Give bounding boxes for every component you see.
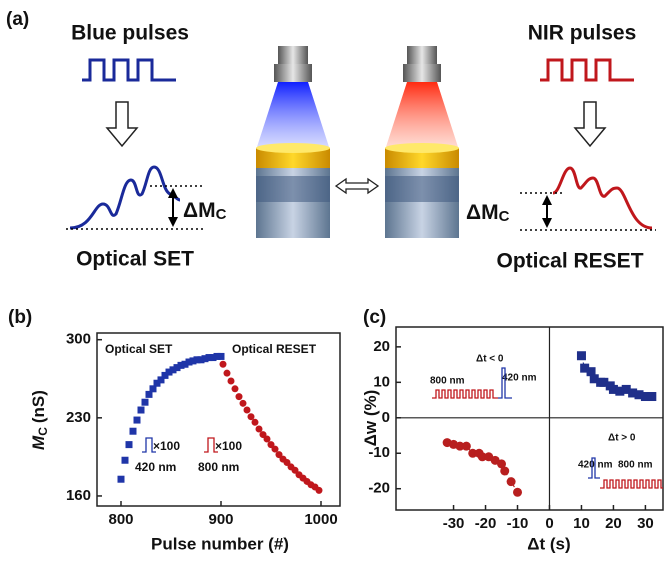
annotation: Δt > 0	[608, 433, 636, 444]
series-label: Optical RESET	[232, 342, 317, 356]
blue-pulse-train	[82, 60, 176, 80]
annotation: 800 nm	[618, 460, 653, 471]
annotation: 800 nm	[198, 460, 239, 474]
double-arrow	[336, 179, 378, 193]
point	[122, 457, 129, 464]
y-label-unit: (nS)	[29, 390, 48, 423]
x-tick-label: 20	[605, 515, 622, 532]
nir-pulse-train	[540, 60, 634, 80]
annotation: 420 nm	[135, 460, 176, 474]
pulse-icon	[600, 480, 663, 488]
point	[220, 361, 227, 368]
point	[647, 392, 656, 401]
point	[240, 400, 247, 407]
delta-text: ΔM	[183, 199, 216, 222]
point	[500, 466, 509, 475]
left-caption: Optical SET	[76, 248, 194, 271]
point	[138, 407, 145, 414]
y-tick-label: 160	[66, 487, 91, 504]
point	[236, 393, 243, 400]
y-tick-label: 20	[373, 338, 390, 355]
down-arrow	[575, 102, 605, 146]
y-label-main: Δw (%)	[361, 390, 380, 447]
panel-label: (c)	[363, 307, 386, 328]
y-tick-label: 300	[66, 331, 91, 348]
red-response	[553, 168, 652, 228]
x-axis-label: Pulse number (#)	[151, 534, 289, 553]
delta-label: ΔMC	[183, 199, 227, 223]
point	[462, 442, 471, 451]
right-caption: Optical RESET	[496, 250, 643, 273]
point	[218, 353, 225, 360]
annotation: 420 nm	[502, 373, 537, 384]
point	[513, 488, 522, 497]
plot-frame	[396, 327, 663, 510]
point	[232, 385, 239, 392]
point	[130, 428, 137, 435]
point	[224, 370, 231, 377]
point	[126, 441, 133, 448]
annotation: ×100	[153, 439, 180, 453]
point	[228, 377, 235, 384]
delta-sub: C	[499, 208, 510, 225]
down-arrow	[107, 102, 137, 146]
device-red	[385, 46, 459, 238]
series-label: Optical SET	[105, 342, 173, 356]
device-blue	[256, 46, 330, 238]
y-tick-label: -20	[368, 480, 390, 497]
y-axis-label: MC (nS)	[29, 390, 50, 450]
x-tick-label: 900	[208, 511, 233, 528]
point	[577, 351, 586, 360]
right-title: NIR pulses	[528, 22, 637, 45]
pulse-icon	[432, 390, 498, 398]
point	[118, 476, 125, 483]
point	[316, 487, 323, 494]
point	[134, 417, 141, 424]
point	[252, 419, 259, 426]
delta-sub: C	[216, 206, 227, 223]
annotation: 800 nm	[430, 376, 465, 387]
y-label-main: M	[29, 435, 48, 450]
x-axis-label: Δt (s)	[527, 534, 570, 553]
x-tick-label: 0	[545, 515, 553, 532]
delta-label: ΔMC	[466, 201, 510, 225]
x-tick-label: 800	[108, 511, 133, 528]
annotation: Δt < 0	[476, 354, 504, 365]
y-tick-label: 10	[373, 373, 390, 390]
blue-response	[70, 167, 180, 228]
x-tick-label: -30	[443, 515, 465, 532]
delta-text: ΔM	[466, 201, 499, 224]
y-label-sub: C	[36, 427, 50, 436]
x-tick-label: 30	[637, 515, 654, 532]
x-tick-label: 10	[573, 515, 590, 532]
x-tick-label: -20	[475, 515, 497, 532]
panel-a: (a) Blue pulses NIR pulses ΔMC ΔMC Optic…	[6, 9, 656, 273]
y-tick-label: 0	[382, 409, 390, 426]
point	[507, 477, 516, 486]
annotation: ×100	[215, 439, 242, 453]
page: {"panel_a": {"panel_label": "(a)", "left…	[0, 0, 664, 562]
x-tick-label: 1000	[304, 511, 337, 528]
y-tick-label: 230	[66, 409, 91, 426]
point	[142, 399, 149, 406]
x-tick-label: -10	[507, 515, 529, 532]
panel-label: (a)	[6, 9, 29, 30]
panel-label: (b)	[8, 307, 32, 328]
figure: (a) Blue pulses NIR pulses ΔMC ΔMC Optic…	[0, 0, 664, 562]
left-title: Blue pulses	[71, 22, 189, 45]
point	[244, 407, 251, 414]
y-axis-label: Δw (%)	[361, 390, 380, 447]
